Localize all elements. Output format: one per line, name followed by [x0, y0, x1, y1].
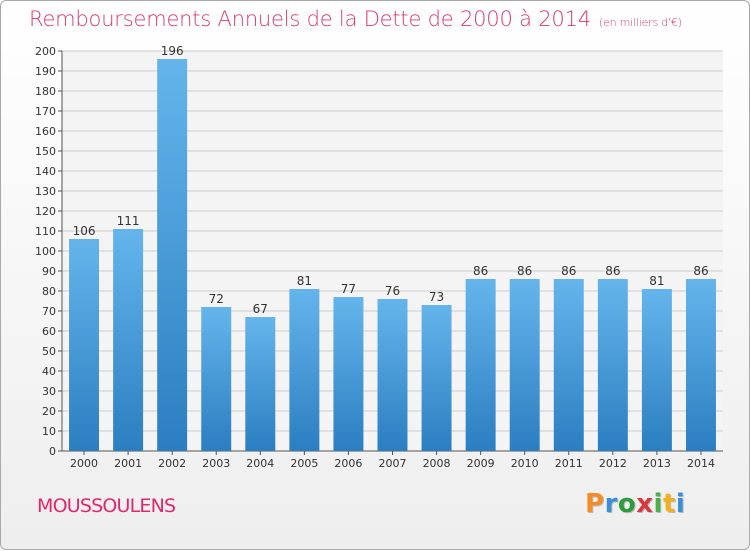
bars: [69, 59, 716, 451]
x-tick-label: 2014: [687, 457, 715, 470]
data-label: 86: [473, 264, 488, 278]
y-tick-label: 50: [42, 345, 56, 358]
y-tick-label: 130: [35, 185, 56, 198]
y-tick-label: 190: [35, 65, 56, 78]
x-tick-label: 2007: [379, 457, 407, 470]
y-tick-label: 200: [35, 45, 56, 58]
bar: [465, 279, 496, 451]
y-tick-label: 160: [35, 125, 56, 138]
x-tick-label: 2011: [555, 457, 583, 470]
x-tick-label: 2005: [290, 457, 318, 470]
x-tick-label: 2008: [423, 457, 451, 470]
logo-letter: o: [617, 489, 637, 519]
y-tick-label: 100: [35, 245, 56, 258]
bar: [377, 299, 408, 451]
y-tick-label: 90: [42, 265, 56, 278]
y-tick-label: 150: [35, 145, 56, 158]
x-tick-label: 2002: [158, 457, 186, 470]
data-label: 196: [161, 44, 184, 58]
data-label: 111: [117, 214, 140, 228]
data-label: 86: [693, 264, 708, 278]
bar: [421, 305, 452, 451]
x-tick-label: 2001: [114, 457, 142, 470]
y-tick-label: 180: [35, 85, 56, 98]
y-tick-label: 40: [42, 365, 56, 378]
bar: [69, 239, 100, 451]
data-label: 86: [561, 264, 576, 278]
x-tick-label: 2000: [70, 457, 98, 470]
proxiti-logo[interactable]: Proxiti: [585, 489, 685, 519]
unit-note: (en milliers d'€): [598, 16, 682, 29]
y-tick-label: 20: [42, 405, 56, 418]
bar: [641, 289, 672, 451]
data-label: 81: [297, 274, 312, 288]
bar: [333, 297, 364, 451]
y-tick-label: 70: [42, 305, 56, 318]
data-label: 72: [209, 292, 224, 306]
chart-title: Remboursements Annuels de la Dette de 20…: [29, 7, 682, 31]
data-label: 77: [341, 282, 356, 296]
data-label: 73: [429, 290, 444, 304]
logo-letter: r: [604, 489, 618, 519]
bar: [201, 307, 232, 451]
data-label: 86: [517, 264, 532, 278]
bar: [157, 59, 188, 451]
bar: [245, 317, 276, 451]
data-label: 106: [73, 224, 96, 238]
y-tick-label: 120: [35, 205, 56, 218]
commune-name: MOUSSOULENS: [37, 495, 176, 517]
y-tick-label: 110: [35, 225, 56, 238]
y-tick-label: 10: [42, 425, 56, 438]
bar: [597, 279, 628, 451]
bar: [509, 279, 540, 451]
data-labels: 106 111 196 72 67 81 77 76 73 86 86 86 86 81 86: [73, 44, 709, 316]
logo-letter: i: [675, 489, 686, 519]
data-label: 86: [605, 264, 620, 278]
y-tick-label: 30: [42, 385, 56, 398]
bar: [289, 289, 320, 451]
data-label: 67: [253, 302, 268, 316]
title-text: Remboursements Annuels de la Dette de 20…: [29, 7, 591, 31]
axes: 0 10 20 30 40 50 60 70 80 90 100 110 120 130 140 150 160…: [35, 45, 723, 470]
logo-letter: x: [636, 489, 654, 519]
y-tick-label: 0: [49, 445, 56, 458]
y-tick-label: 60: [42, 325, 56, 338]
bar: [113, 229, 144, 451]
x-tick-label: 2004: [246, 457, 274, 470]
x-tick-label: 2013: [643, 457, 671, 470]
x-tick-label: 2009: [467, 457, 495, 470]
y-tick-label: 140: [35, 165, 56, 178]
x-tick-label: 2003: [202, 457, 230, 470]
data-label: 81: [649, 274, 664, 288]
x-tick-label: 2006: [334, 457, 362, 470]
y-tick-label: 80: [42, 285, 56, 298]
logo-letter: i: [653, 489, 663, 519]
x-tick-label: 2010: [511, 457, 539, 470]
bar: [553, 279, 584, 451]
x-tick-label: 2012: [599, 457, 627, 470]
logo-letter: P: [585, 489, 605, 519]
y-tick-label: 170: [35, 105, 56, 118]
logo-letter: t: [662, 489, 676, 519]
data-label: 76: [385, 284, 400, 298]
bar: [685, 279, 716, 451]
